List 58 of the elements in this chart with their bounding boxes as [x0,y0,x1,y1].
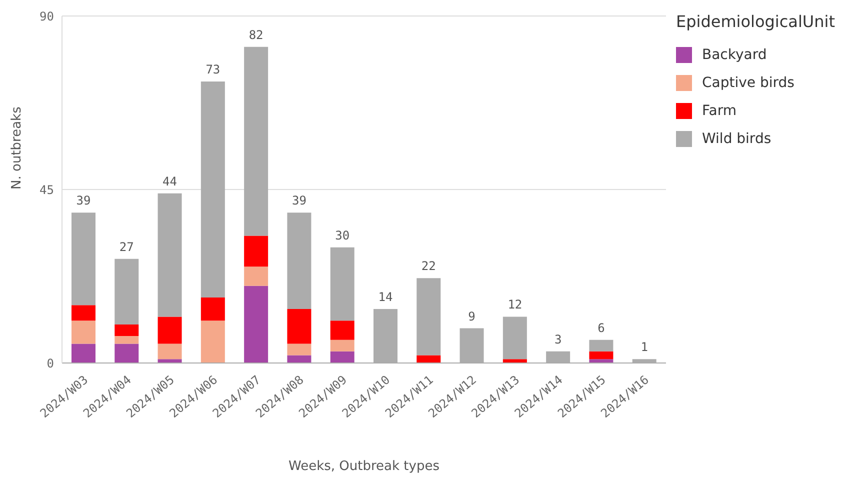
total-label: 82 [248,28,264,42]
bar [287,309,312,344]
legend-label: Wild birds [701,130,772,149]
bar [114,336,139,344]
bar [416,278,441,356]
bar [330,247,354,321]
total-label: 1 [640,340,648,354]
total-label: 39 [292,194,306,208]
total-label: 14 [378,290,393,304]
bar [330,340,354,352]
total-label: 39 [76,194,91,208]
bar [589,351,614,360]
legend-label: Farm [701,102,738,121]
bar [589,340,614,352]
legend-label: Captive birds [701,74,796,93]
legend-label: Backyard [701,46,768,65]
bar [114,324,139,336]
total-label: 44 [162,174,178,188]
bar [200,82,225,298]
legend-title: EpidemiologicalUnit [676,12,836,31]
bar [158,316,182,344]
bar [114,344,139,363]
bar [416,355,441,363]
y-tick-label: 90 [40,9,54,24]
bar [330,320,354,340]
total-label: 6 [598,320,605,335]
bar [502,316,527,360]
bar [71,212,96,306]
bar [114,258,139,324]
x-axis-title: Weeks, Outbreak types [288,459,440,474]
total-label: 30 [335,228,350,242]
bar [287,344,312,356]
total-label: 73 [206,62,220,77]
bar [200,297,225,321]
bar [244,46,268,236]
bar [200,320,225,363]
y-axis-title: N. outbreaks [10,106,25,190]
bar [287,355,312,363]
bar [158,193,182,317]
bar [158,359,182,363]
bar [244,236,268,267]
bar [287,212,312,310]
y-tick-label: 45 [40,182,54,197]
bar [71,320,96,344]
bar [502,359,527,363]
total-label: 3 [554,332,562,346]
bar [589,359,614,363]
total-label: 9 [468,309,476,324]
total-label: 12 [508,298,522,312]
total-label: 27 [119,240,134,254]
bar [158,344,182,360]
total-label: 22 [421,259,436,274]
bar [71,344,96,363]
bar [71,305,96,321]
y-tick-label: 0 [46,356,54,370]
bar [330,351,354,363]
bar [244,266,268,286]
bar [244,286,268,363]
